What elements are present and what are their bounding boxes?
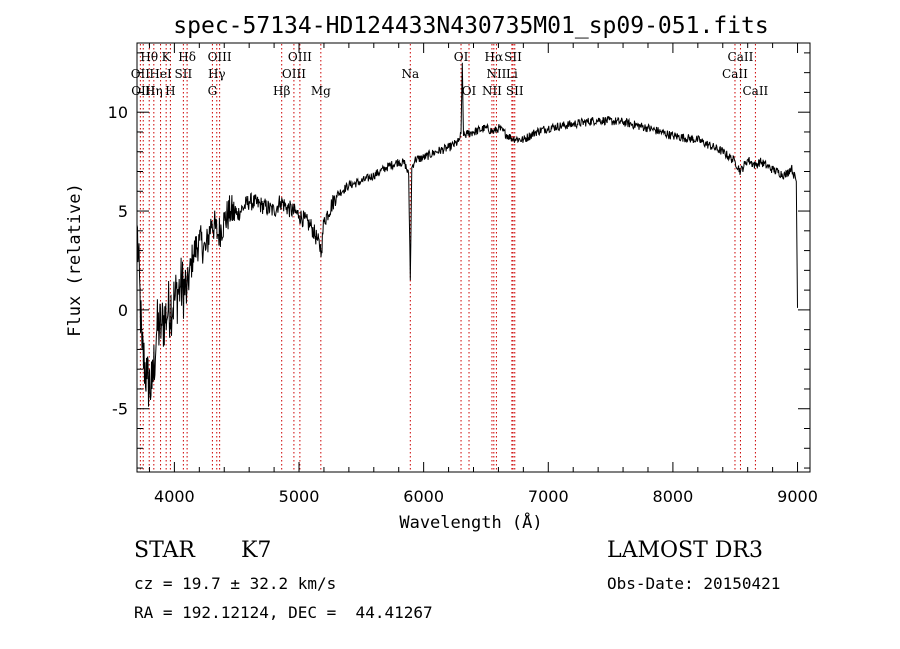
line-label-0-5: OI (454, 50, 469, 64)
line-label-2-7: NII (482, 84, 502, 98)
line-label-0-4: OIII (288, 50, 312, 64)
chart-title: spec-57134-HD124433N430735M01_sp09-051.f… (173, 13, 768, 39)
line-label-1-1: HeI (149, 67, 172, 81)
y-axis: -5 0 5 10 (108, 52, 810, 469)
line-label-1-6: NII (486, 67, 506, 81)
x-tick-label-2: 6000 (403, 487, 444, 506)
radec-text: RA = 192.12124, DEC = 44.41267 (134, 603, 433, 622)
survey-name: LAMOST DR3 (607, 538, 763, 563)
y-axis-label: Flux (relative) (65, 183, 85, 337)
line-label-1-3: Hγ (208, 67, 226, 81)
x-tick-label-1: 5000 (279, 487, 320, 506)
line-label-2-8: SII (506, 84, 524, 98)
y-tick-label-2: 5 (118, 202, 128, 221)
line-label-2-9: CaII (742, 84, 768, 98)
line-label-0-3: OIII (208, 50, 232, 64)
line-label-0-7: SII (504, 50, 522, 64)
line-label-2-3: G (208, 84, 218, 98)
y-tick-label-0: -5 (112, 400, 128, 419)
x-tick-label-4: 8000 (653, 487, 694, 506)
line-label-0-2: Hδ (178, 50, 196, 64)
plot-frame (136, 42, 811, 473)
redshift-text: cz = 19.7 ± 32.2 km/s (134, 574, 337, 593)
spectral-line-markers (139, 44, 756, 471)
line-label-0-1: K (162, 50, 172, 64)
line-label-1-7: Li (506, 67, 518, 81)
line-label-0-8: CaII (728, 50, 754, 64)
x-axis-label: Wavelength (Å) (399, 511, 542, 533)
line-label-2-6: OI (462, 84, 477, 98)
line-label-1-0: OII (131, 67, 151, 81)
line-label-2-4: Hβ (273, 84, 290, 98)
line-label-1-8: CaII (722, 67, 748, 81)
y-tick-label-1: 0 (118, 301, 128, 320)
y-tick-label-3: 10 (108, 103, 128, 122)
line-label-2-1: Hη (145, 84, 163, 98)
line-label-2-5: Mg (311, 84, 331, 98)
line-label-0-6: Hα (485, 50, 504, 64)
x-tick-label-3: 7000 (528, 487, 569, 506)
spectrum-line (136, 62, 798, 407)
line-label-1-4: OIII (282, 67, 306, 81)
line-label-0-0: Hθ (140, 50, 158, 64)
obs-date-text: Obs-Date: 20150421 (607, 574, 781, 593)
line-label-1-5: Na (401, 67, 419, 81)
x-tick-label-5: 9000 (777, 487, 818, 506)
object-class: STAR (134, 538, 195, 563)
line-label-1-2: SII (175, 67, 193, 81)
line-label-2-2: H (165, 84, 175, 98)
x-tick-label-0: 4000 (154, 487, 195, 506)
object-subclass: K7 (241, 538, 272, 563)
x-axis: 4000 5000 6000 7000 8000 9000 (148, 43, 818, 506)
line-label-2-0: OIII (131, 84, 155, 98)
